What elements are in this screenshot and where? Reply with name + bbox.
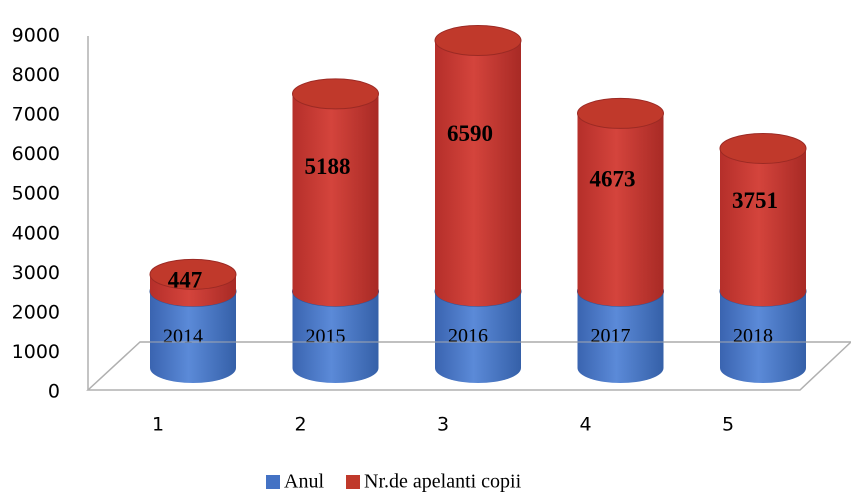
y-tick-label: 2000 (12, 301, 60, 323)
legend-label: Nr.de apelanti copii (364, 471, 522, 493)
legend-swatch (266, 475, 280, 489)
legend-swatch (346, 475, 360, 489)
cylinder-segment (292, 93, 379, 307)
floor (86, 341, 851, 391)
y-tick-label: 8000 (12, 64, 60, 86)
data-label: 5188 (305, 154, 351, 179)
cylinder-cap (434, 25, 522, 57)
cylinder-segment (577, 113, 664, 307)
cylinder-segment (720, 291, 806, 383)
x-tick-label: 3 (437, 414, 449, 436)
data-label: 2015 (306, 325, 346, 347)
cylinder-cap (292, 78, 379, 110)
y-tick-label: 7000 (12, 104, 60, 126)
data-label: 3751 (732, 188, 778, 213)
x-tick-label: 4 (579, 414, 591, 436)
data-label: 447 (168, 268, 203, 293)
data-label: 2016 (448, 325, 488, 347)
data-label: 4673 (590, 166, 636, 191)
cylinder-segment (292, 291, 379, 383)
cylinder-segment (435, 291, 521, 383)
cylinder-segment (150, 291, 236, 383)
data-label: 2017 (591, 325, 631, 347)
y-tick-label: 9000 (12, 25, 60, 47)
cylinder-cap (149, 258, 237, 290)
x-tick-label: 5 (722, 414, 734, 436)
x-tick-label: 2 (294, 414, 306, 436)
y-tick-label: 5000 (12, 183, 60, 205)
y-tick-label: 3000 (12, 262, 60, 284)
cylinder-segment (577, 291, 664, 384)
y-tick-label: 4000 (12, 222, 60, 244)
cylinder-cap (719, 132, 807, 164)
data-label: 6590 (447, 121, 493, 146)
cylinder-segment (720, 148, 806, 307)
cylinder-segment (435, 40, 521, 307)
y-tick-label: 0 (48, 381, 60, 403)
data-label: 2014 (163, 325, 203, 347)
y-tick-label: 1000 (12, 341, 60, 363)
data-label: 2018 (733, 325, 773, 347)
legend-label: Anul (284, 471, 324, 493)
cylinder-cap (577, 97, 664, 129)
y-tick-label: 6000 (12, 143, 60, 165)
x-tick-label: 1 (152, 414, 164, 436)
